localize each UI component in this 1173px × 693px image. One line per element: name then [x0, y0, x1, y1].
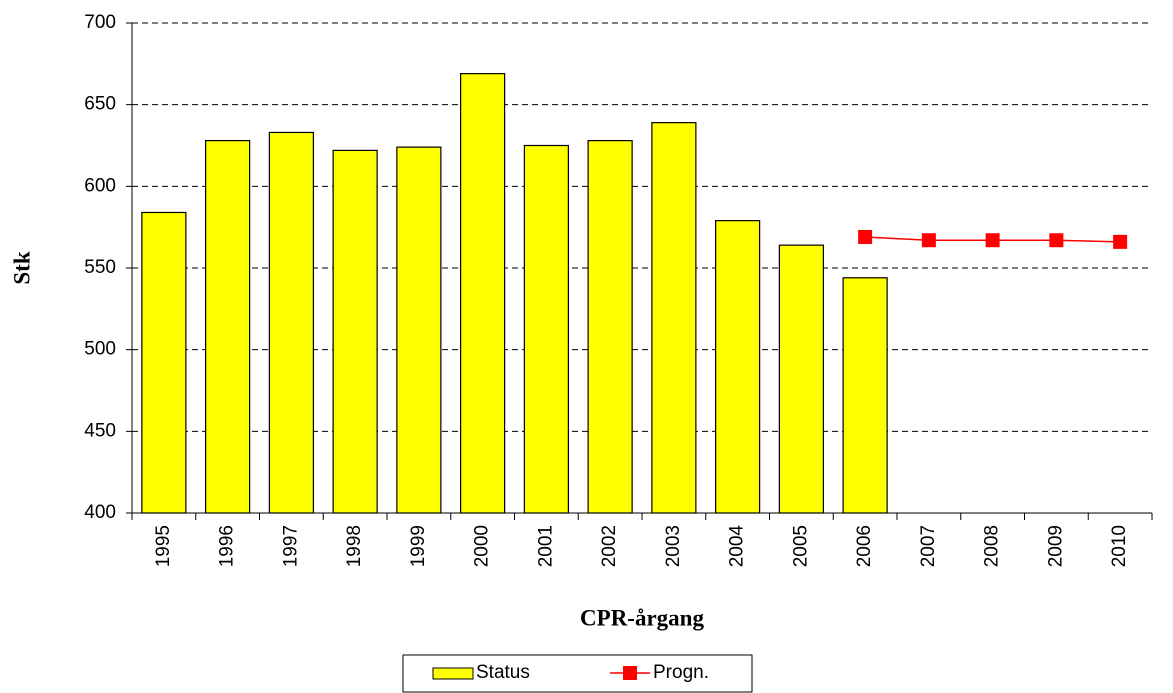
x-tick-label: 2003	[663, 525, 684, 567]
bar	[268, 131, 314, 514]
y-tick-label: 650	[84, 94, 116, 115]
y-tick-label: 600	[84, 175, 116, 196]
x-tick-label: 1996	[217, 525, 238, 567]
marker	[921, 233, 936, 248]
legend-label: Progn.	[653, 662, 709, 683]
x-tick-label: 2000	[472, 525, 493, 567]
x-tick-label: 1997	[280, 525, 301, 567]
x-tick-label: 2008	[982, 525, 1003, 567]
bar	[460, 73, 506, 514]
bar	[141, 211, 187, 514]
x-tick-label: 2006	[854, 525, 875, 567]
x-tick-label: 1995	[153, 525, 174, 567]
x-tick-label: 1999	[408, 525, 429, 567]
x-tick-label: 2007	[918, 525, 939, 567]
bar	[587, 140, 633, 514]
y-tick-label: 700	[84, 12, 116, 33]
y-tick-label: 500	[84, 339, 116, 360]
legend-marker	[623, 666, 637, 680]
marker	[1049, 233, 1064, 248]
x-tick-label: 2009	[1045, 525, 1066, 567]
bar	[523, 144, 569, 514]
y-axis-label: Stk	[9, 251, 34, 284]
x-tick-label: 2001	[535, 525, 556, 567]
bar	[778, 244, 824, 514]
bar	[396, 146, 442, 514]
marker	[858, 229, 873, 244]
x-tick-label: 2004	[727, 525, 748, 568]
x-tick-label: 2005	[790, 525, 811, 567]
bar	[205, 140, 251, 514]
x-tick-label: 1998	[344, 525, 365, 567]
marker	[985, 233, 1000, 248]
legend-swatch	[432, 667, 474, 680]
x-axis-label: CPR-årgang	[580, 605, 704, 630]
marker	[1113, 234, 1128, 249]
bar	[715, 220, 761, 514]
x-tick-label: 2002	[599, 525, 620, 567]
legend-label: Status	[476, 662, 530, 683]
y-tick-label: 550	[84, 257, 116, 278]
x-tick-label: 2010	[1109, 525, 1130, 567]
y-tick-label: 400	[84, 502, 116, 523]
bar	[651, 122, 697, 514]
bar	[332, 149, 378, 514]
y-tick-label: 450	[84, 420, 116, 441]
bar	[842, 277, 888, 514]
